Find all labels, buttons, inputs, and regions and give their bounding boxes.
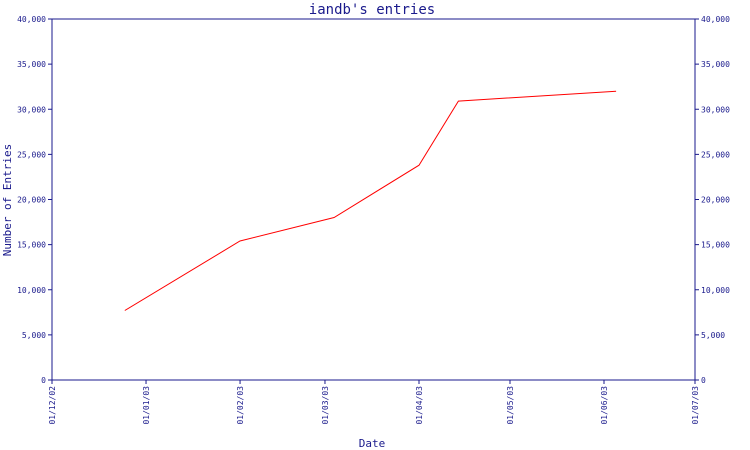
y-tick-label-left: 25,000 bbox=[17, 150, 46, 159]
y-tick-label-right: 5,000 bbox=[701, 331, 725, 340]
x-tick-label: 01/01/03 bbox=[142, 386, 151, 425]
x-tick-label: 01/12/02 bbox=[48, 386, 57, 425]
x-axis-label: Date bbox=[359, 437, 386, 450]
series-layer bbox=[124, 90, 617, 311]
y-tick-label-left: 5,000 bbox=[22, 331, 46, 340]
y-tick-label-left: 10,000 bbox=[17, 286, 46, 295]
y-tick-label-right: 20,000 bbox=[701, 196, 730, 205]
y-axis-left: 0 5,000 10,000 15,000 20,000 25,000 30,000 35,0… bbox=[17, 15, 52, 385]
y-tick-label-left: 0 bbox=[41, 376, 46, 385]
x-tick-label: 01/07/03 bbox=[691, 386, 700, 425]
y-axis-label: Number of Entries bbox=[1, 144, 14, 257]
x-axis: 01/12/02 01/01/03 01/02/03 01/03/03 01/04/03… bbox=[48, 380, 700, 425]
y-axis-right: 0 5,000 10,000 15,000 20,000 25,000 30,000 35,0… bbox=[695, 15, 730, 385]
x-tick-label: 01/05/03 bbox=[506, 386, 515, 425]
y-tick-label-right: 10,000 bbox=[701, 286, 730, 295]
y-tick-label-right: 15,000 bbox=[701, 241, 730, 250]
y-tick-label-left: 20,000 bbox=[17, 196, 46, 205]
x-tick-label: 01/06/03 bbox=[600, 386, 609, 425]
y-tick-label-left: 35,000 bbox=[17, 60, 46, 69]
y-tick-label-left: 30,000 bbox=[17, 105, 46, 114]
series-line-1 bbox=[124, 90, 617, 311]
x-tick-label: 01/03/03 bbox=[321, 386, 330, 425]
y-tick-label-right: 35,000 bbox=[701, 60, 730, 69]
y-tick-label-right: 25,000 bbox=[701, 150, 730, 159]
plot-frame bbox=[51, 18, 696, 381]
chart-title: iandb's entries bbox=[309, 2, 435, 18]
x-tick-label: 01/04/03 bbox=[415, 386, 424, 425]
y-tick-label-left: 15,000 bbox=[17, 241, 46, 250]
y-tick-label-right: 30,000 bbox=[701, 105, 730, 114]
x-tick-label: 01/02/03 bbox=[236, 386, 245, 425]
y-tick-label-right: 0 bbox=[701, 376, 706, 385]
y-tick-label-left: 40,000 bbox=[17, 15, 46, 24]
y-tick-label-right: 40,000 bbox=[701, 15, 730, 24]
